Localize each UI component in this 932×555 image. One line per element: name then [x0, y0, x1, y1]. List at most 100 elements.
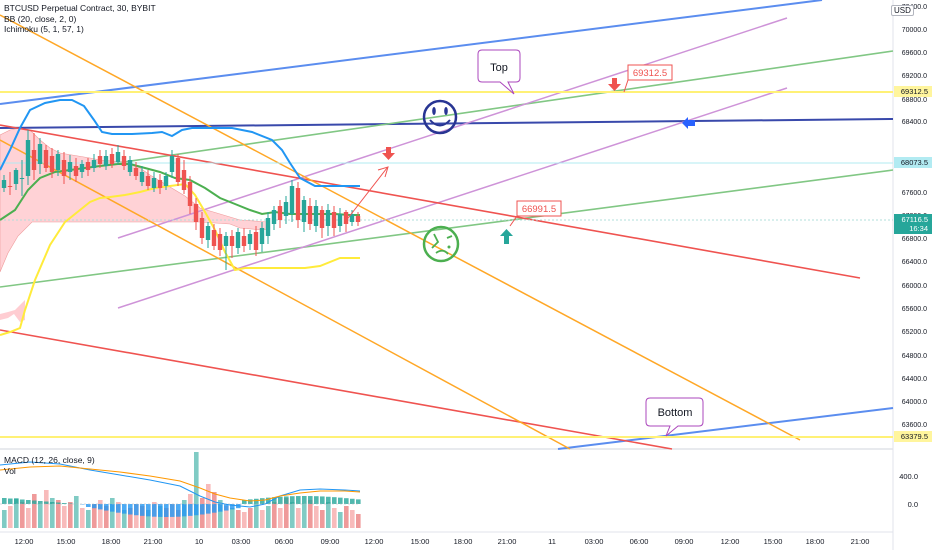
volume-bar	[80, 508, 85, 528]
macd-histogram-bar	[224, 504, 229, 511]
trendline-red-upper[interactable]	[0, 124, 861, 279]
candle-body	[247, 234, 253, 244]
trendline-violet-lower[interactable]	[117, 87, 788, 309]
macd-histogram	[2, 496, 361, 517]
price-tick-label: 67600.0	[902, 190, 927, 197]
volume-bar	[32, 494, 37, 528]
volume-bar	[74, 496, 79, 528]
volume-bar	[242, 512, 247, 528]
macd-histogram-bar	[122, 504, 127, 514]
time-tick-label: 15:00	[411, 537, 430, 546]
time-tick-label: 09:00	[675, 537, 694, 546]
volume-indicator-label[interactable]: Vol	[4, 466, 16, 476]
volume-bar	[44, 490, 49, 528]
macd-histogram-bar	[26, 500, 31, 504]
arrow-down-icon[interactable]	[382, 147, 395, 160]
trendline-orange-upper[interactable]	[0, 14, 801, 441]
candle-body	[277, 206, 283, 220]
macd-histogram-bar	[260, 498, 265, 504]
price-label[interactable]: 69312.5	[894, 86, 932, 97]
smiley-face-icon[interactable]	[422, 99, 458, 135]
ichimoku-indicator-label[interactable]: Ichimoku (5, 1, 57, 1)	[4, 24, 84, 34]
macd-histogram-bar	[140, 504, 145, 516]
macd-indicator-label[interactable]: MACD (12, 26, close, 9)	[4, 455, 95, 465]
price-tick-label: 68800.0	[902, 97, 927, 104]
time-tick-label: 18:00	[102, 537, 121, 546]
volume-bar	[356, 514, 361, 528]
price-label[interactable]: 63379.5	[894, 431, 932, 442]
macd-histogram-bar	[152, 504, 157, 517]
macd-histogram-bar	[290, 496, 295, 504]
trendline-orange-lower[interactable]	[0, 139, 571, 450]
macd-histogram-bar	[68, 503, 73, 504]
macd-histogram-bar	[356, 499, 361, 504]
macd-histogram-bar	[254, 498, 259, 504]
price-tick-label: 66000.0	[902, 283, 927, 290]
volume-bar	[8, 506, 13, 528]
candle-body	[205, 226, 211, 240]
sick-face-icon[interactable]	[422, 225, 460, 263]
time-tick-label: 21:00	[851, 537, 870, 546]
macd-histogram-bar	[44, 501, 49, 504]
currency-button[interactable]: USD	[891, 5, 914, 16]
price-label[interactable]: 67116.516:34	[894, 214, 932, 234]
macd-histogram-bar	[176, 504, 181, 517]
bb-indicator-label[interactable]: BB (20, close, 2, 0)	[4, 13, 77, 24]
price-label[interactable]: 68073.5	[894, 157, 932, 168]
candle-body	[199, 218, 205, 238]
volume-bar	[110, 498, 115, 528]
macd-histogram-bar	[32, 500, 37, 504]
volume-bar	[56, 500, 61, 528]
trendline-red-lower[interactable]	[0, 329, 673, 450]
volume-bar	[254, 504, 259, 528]
candle-body	[73, 166, 79, 176]
macd-histogram-bar	[170, 504, 175, 517]
candle-body	[121, 156, 127, 166]
time-tick-label: 21:00	[144, 537, 163, 546]
arrow-left-icon[interactable]	[682, 117, 695, 129]
symbol-title[interactable]: BTCUSD Perpetual Contract, 30, BYBIT	[4, 3, 156, 13]
candle-body	[145, 176, 151, 186]
macd-histogram-bar	[242, 500, 247, 504]
volume-bar	[236, 510, 241, 528]
candlestick-series[interactable]	[1, 130, 361, 270]
trendline-green-upper[interactable]	[109, 50, 894, 165]
candle-body	[163, 176, 169, 186]
volume-bar	[248, 508, 253, 528]
trendline-blue-top[interactable]	[0, 0, 823, 105]
bollinger-band-upper	[0, 99, 360, 187]
volume-bar	[218, 500, 223, 528]
volume-bar	[134, 504, 139, 528]
time-tick-label: 18:00	[454, 537, 473, 546]
candle-body	[157, 180, 163, 188]
macd-histogram-bar	[194, 504, 199, 516]
macd-histogram-bar	[38, 501, 43, 504]
trendline-blue-bottom[interactable]	[557, 407, 894, 450]
volume-bar	[350, 510, 355, 528]
volume-bar	[296, 508, 301, 528]
volume-bar	[50, 498, 55, 528]
arrow-down-icon[interactable]	[608, 78, 621, 91]
top-callout[interactable]: Top	[477, 49, 521, 95]
price-tag-high[interactable]: 69312.5	[623, 64, 673, 93]
candle-body	[175, 158, 181, 182]
price-label-text: 69312.5	[901, 87, 928, 96]
arrow-up-icon[interactable]	[500, 229, 513, 244]
price-tag-low[interactable]: 66991.5	[509, 200, 562, 227]
time-axis[interactable]: 12:00 15:00 18:00 21:00 10 03:00 06:00 09:00 12:…	[15, 537, 870, 546]
drawing-arrow-head[interactable]	[377, 166, 389, 178]
time-tick-label: 11	[548, 537, 556, 546]
volume-bar	[194, 452, 199, 528]
drawing-arrow-line[interactable]	[344, 167, 388, 223]
macd-histogram-bar	[128, 504, 133, 515]
price-axis-labels[interactable]: 69312.5 68073.5 67116.516:34 63379.5	[894, 86, 932, 442]
macd-legend: MACD (12, 26, close, 9) Vol	[4, 455, 95, 477]
bottom-callout[interactable]: Bottom	[645, 397, 704, 437]
candle-body	[127, 160, 133, 172]
macd-histogram-bar	[284, 496, 289, 504]
volume-bar	[86, 510, 91, 528]
volume-bar	[92, 504, 97, 528]
price-tick-label: 70400.0	[902, 4, 927, 11]
